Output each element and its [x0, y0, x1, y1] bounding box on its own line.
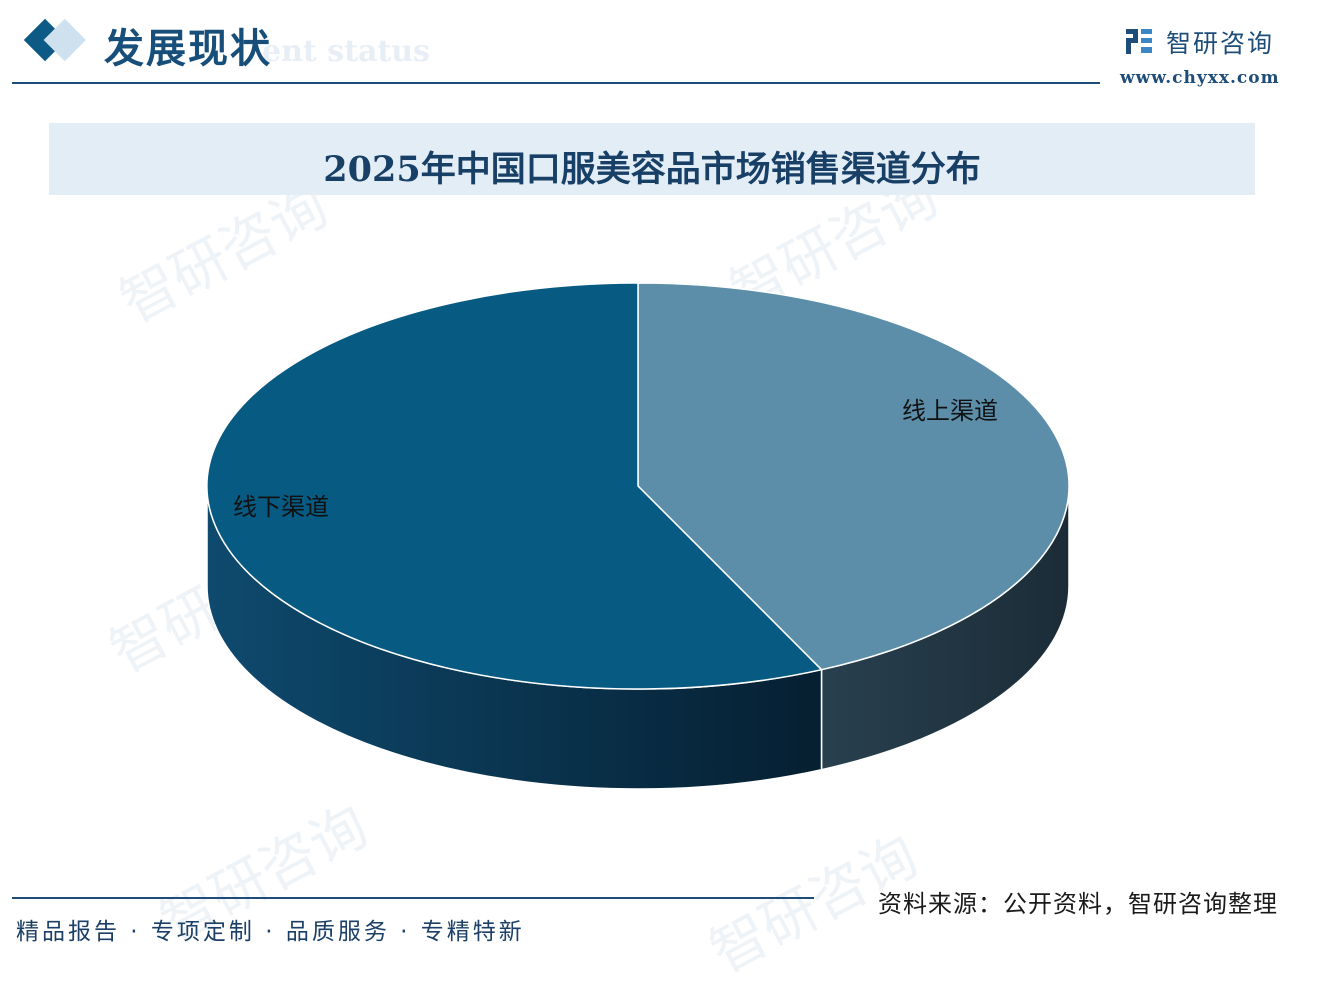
- brand: 智研咨询 www.chyxx.com: [1118, 24, 1298, 94]
- pie-slice-1: [206, 282, 824, 690]
- source-note: 资料来源：公开资料，智研咨询整理: [878, 890, 1278, 918]
- brand-name: 智研咨询: [1166, 29, 1275, 58]
- slice-label-1: 线下渠道: [233, 493, 329, 521]
- pie-slice-0: [637, 282, 1070, 671]
- chyxx-logo-icon: [1126, 29, 1152, 54]
- header-divider: [12, 82, 1100, 84]
- chart-title-box: 2025年中国口服美容品市场销售渠道分布: [49, 123, 1255, 195]
- brand-url: www.chyxx.com: [1120, 68, 1280, 88]
- footer-slogan: 精品报告 · 专项定制 · 品质服务 · 专精特新: [16, 919, 525, 945]
- section-title: 发展现状: [104, 25, 272, 72]
- section-subtitle: ent status: [262, 34, 430, 69]
- footer-divider: [12, 897, 814, 899]
- slice-label-0: 线上渠道: [902, 397, 998, 425]
- chart-title: 2025年中国口服美容品市场销售渠道分布: [323, 149, 981, 190]
- header: ent status 发展现状 智研咨询 www.chyxx.com: [0, 0, 1322, 100]
